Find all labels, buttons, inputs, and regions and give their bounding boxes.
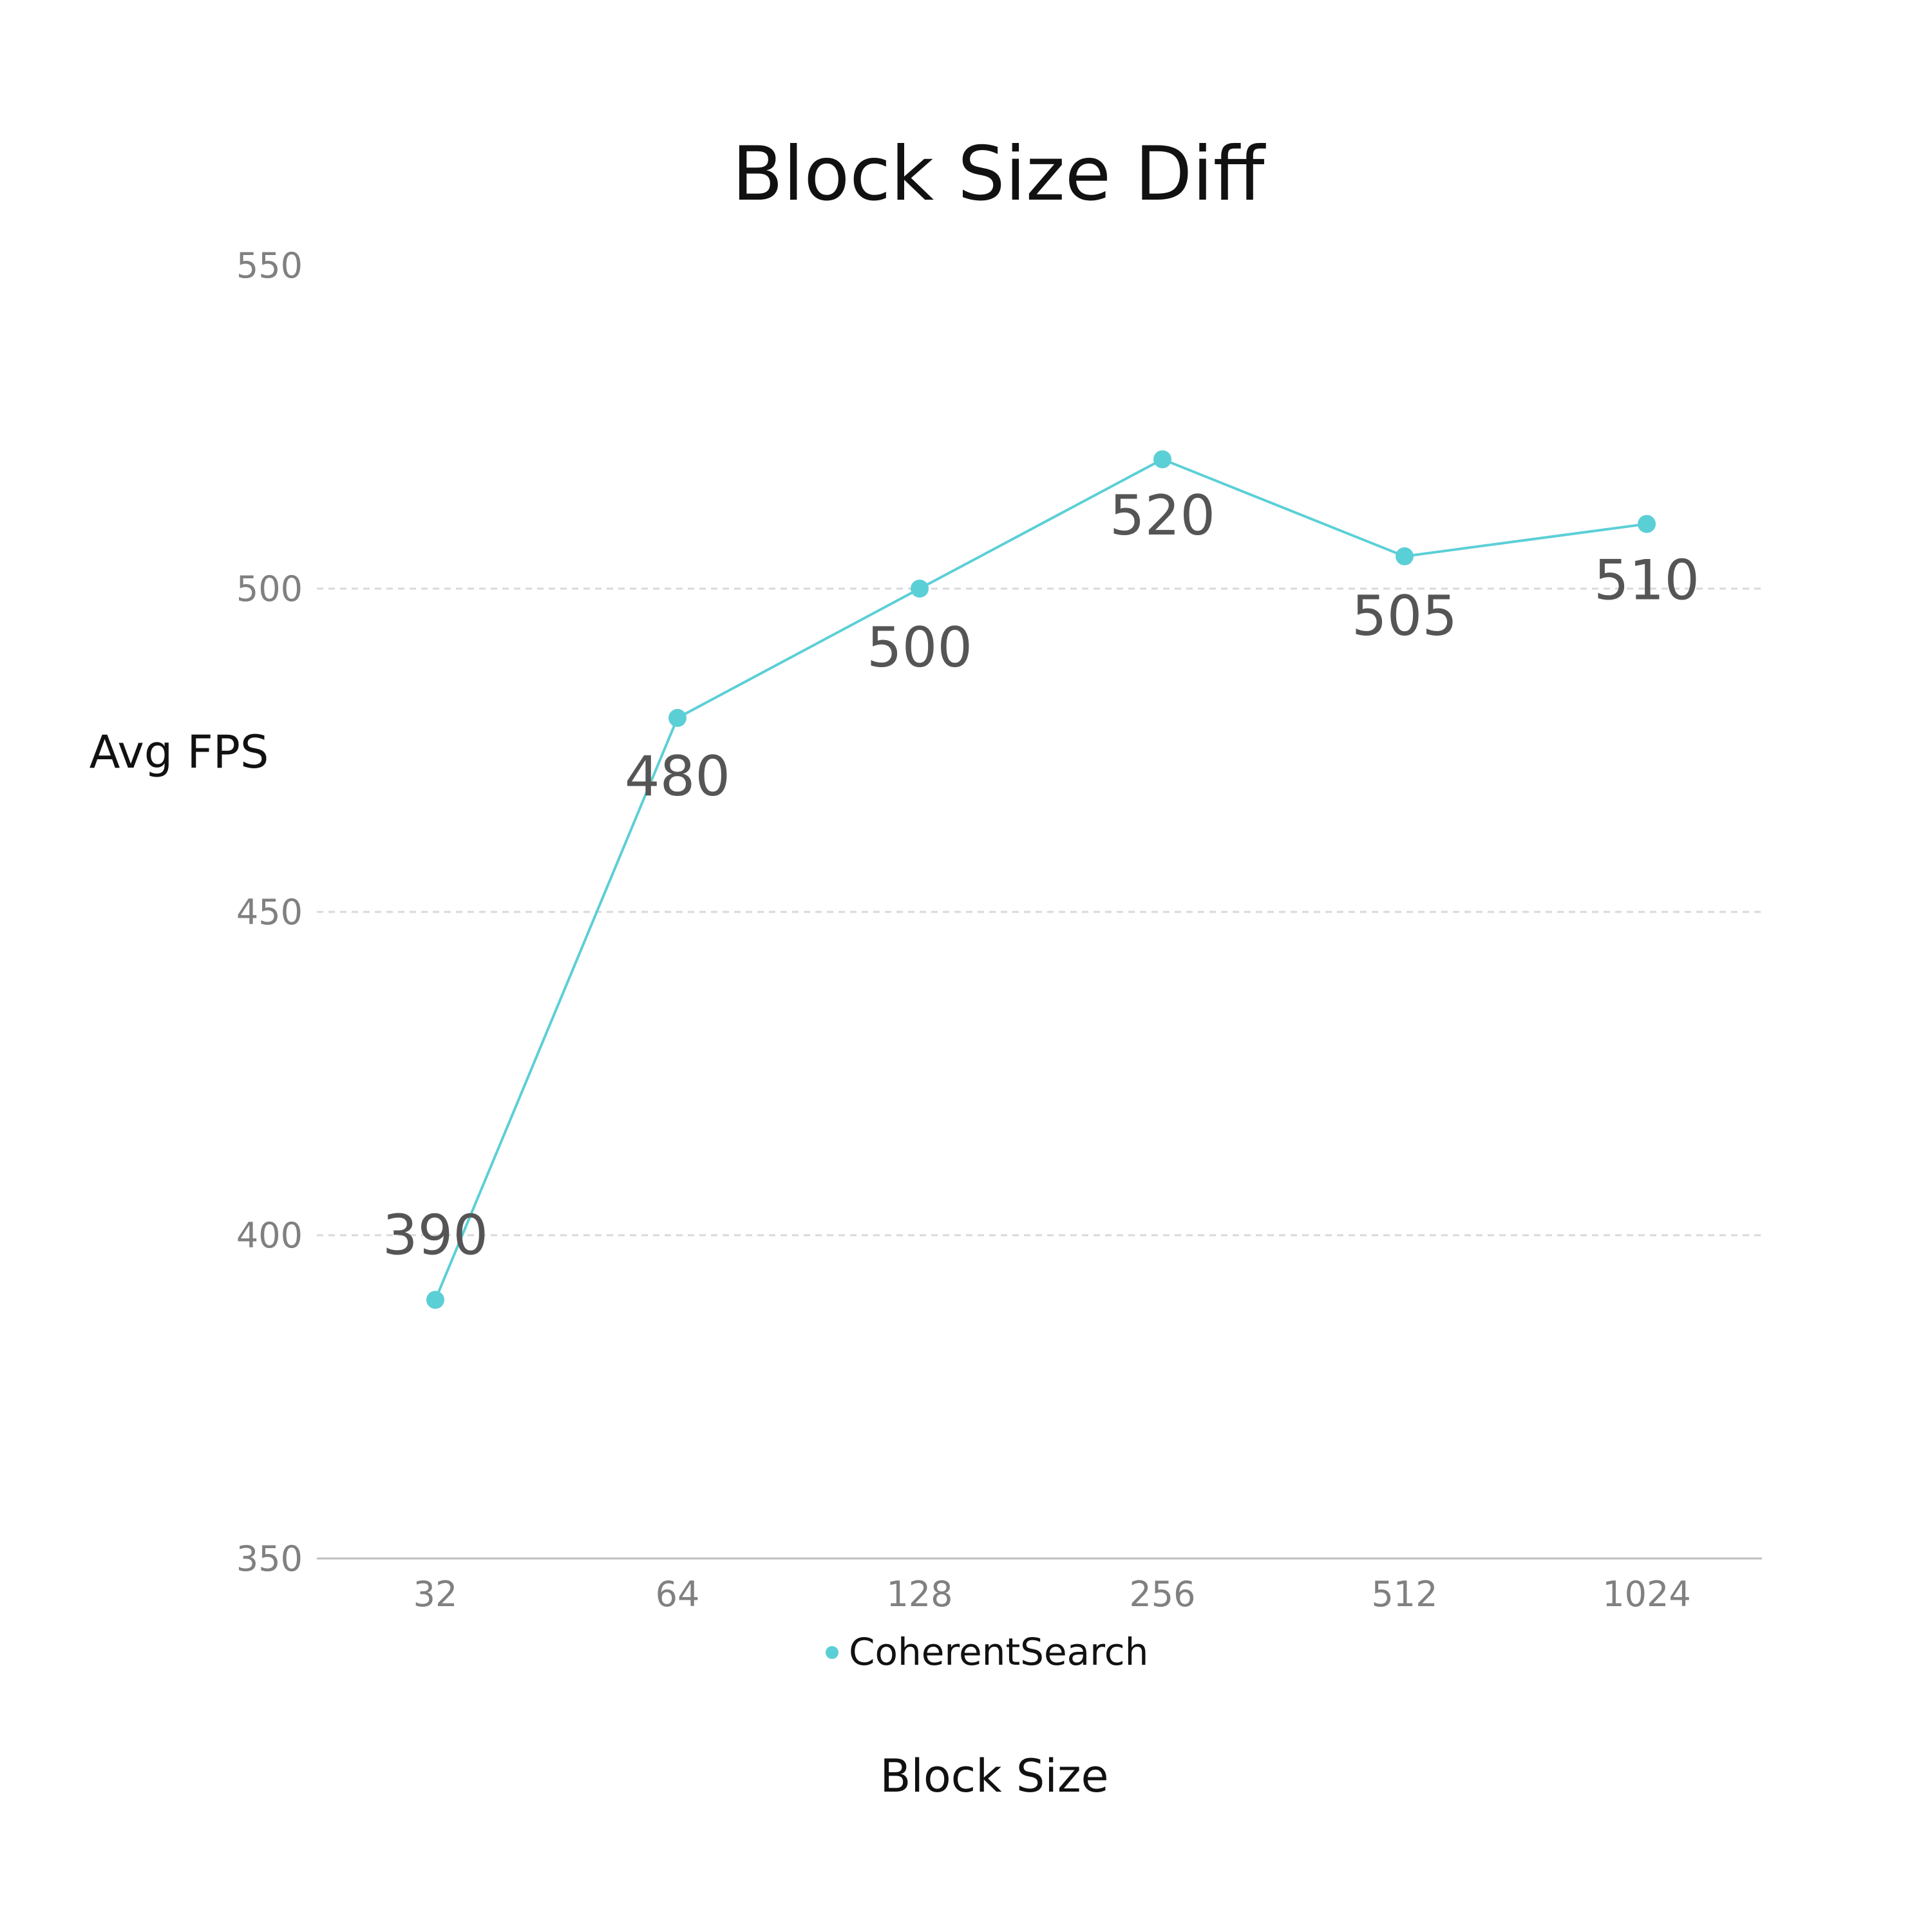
x-axis-title: Block Size — [880, 1750, 1108, 1803]
data-label-32: 390 — [383, 1203, 488, 1267]
y-tick-label-350: 350 — [236, 1539, 303, 1579]
y-axis-ticks: 350 400 450 500 550 — [236, 245, 303, 1579]
data-label-512: 505 — [1352, 584, 1457, 649]
series-coherentsearch — [426, 450, 1656, 1309]
x-tick-label-64: 64 — [656, 1574, 700, 1615]
y-tick-label-450: 450 — [236, 892, 303, 933]
data-label-1024: 510 — [1594, 549, 1700, 613]
data-label-128: 500 — [867, 616, 972, 680]
data-point-512 — [1396, 547, 1414, 565]
gridlines — [317, 587, 1762, 1236]
data-point-64 — [668, 708, 687, 727]
data-label-256: 520 — [1110, 484, 1215, 548]
x-tick-label-128: 128 — [886, 1574, 952, 1615]
legend-label: CoherentSearch — [849, 1630, 1148, 1674]
x-tick-label-512: 512 — [1371, 1574, 1437, 1615]
y-tick-label-500: 500 — [236, 569, 303, 609]
x-tick-label-256: 256 — [1129, 1574, 1195, 1615]
series-line-coherentsearch — [434, 457, 1647, 1301]
y-tick-label-400: 400 — [236, 1215, 303, 1256]
data-label-64: 480 — [625, 744, 730, 809]
y-axis-title: Avg FPS — [90, 726, 269, 779]
legend: CoherentSearch — [826, 1630, 1148, 1674]
data-point-128 — [911, 580, 929, 598]
data-point-32 — [426, 1291, 444, 1309]
x-axis-ticks: 32 64 128 256 512 1024 — [413, 1574, 1691, 1615]
data-point-256 — [1153, 450, 1171, 469]
chart-title: Block Size Diff — [732, 131, 1266, 218]
x-tick-label-32: 32 — [413, 1574, 458, 1615]
data-point-1024 — [1638, 515, 1656, 533]
y-tick-label-550: 550 — [236, 245, 303, 286]
data-labels: 390 480 500 520 505 510 — [383, 484, 1700, 1267]
x-tick-label-1024: 1024 — [1602, 1574, 1690, 1615]
legend-marker — [826, 1646, 838, 1659]
